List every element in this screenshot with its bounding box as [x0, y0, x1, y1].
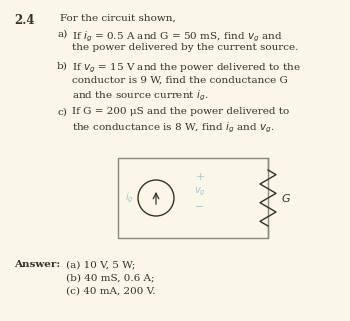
Text: (a) 10 V, 5 W;: (a) 10 V, 5 W; [66, 260, 135, 269]
Text: $i_g$: $i_g$ [125, 191, 134, 205]
Text: −: − [195, 202, 205, 212]
Text: a): a) [57, 30, 67, 39]
Text: conductor is 9 W, find the conductance G: conductor is 9 W, find the conductance G [72, 75, 288, 84]
Text: (b) 40 mS, 0.6 A;: (b) 40 mS, 0.6 A; [66, 273, 154, 282]
Text: $v_g$: $v_g$ [194, 186, 206, 198]
Text: If G = 200 μS and the power delivered to: If G = 200 μS and the power delivered to [72, 108, 289, 117]
Text: c): c) [57, 108, 67, 117]
Text: and the source current $i_g$.: and the source current $i_g$. [72, 89, 208, 103]
Text: For the circuit shown,: For the circuit shown, [60, 14, 176, 23]
Text: If $v_g$ = 15 V and the power delivered to the: If $v_g$ = 15 V and the power delivered … [72, 62, 301, 75]
Bar [118, 158, 268, 238]
Text: If $i_g$ = 0.5 A and G = 50 mS, find $v_g$ and: If $i_g$ = 0.5 A and G = 50 mS, find $v_… [72, 30, 282, 44]
Text: $G$: $G$ [281, 192, 291, 204]
Text: the conductance is 8 W, find $i_g$ and $v_g$.: the conductance is 8 W, find $i_g$ and $… [72, 121, 275, 135]
Text: Answer:: Answer: [14, 260, 60, 269]
Text: the power delivered by the current source.: the power delivered by the current sourc… [72, 44, 298, 53]
Text: (c) 40 mA, 200 V.: (c) 40 mA, 200 V. [66, 287, 155, 296]
Text: +: + [195, 172, 205, 182]
Circle shape [138, 180, 174, 216]
Text: b): b) [57, 62, 68, 71]
Text: 2.4: 2.4 [14, 14, 35, 27]
